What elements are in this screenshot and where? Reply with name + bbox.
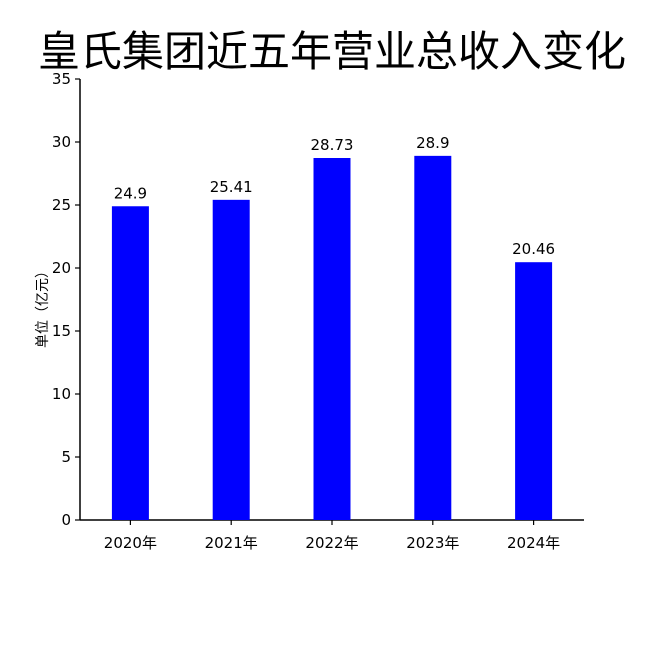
bar-data-label: 24.9 xyxy=(114,184,147,202)
y-tick-label: 35 xyxy=(52,70,71,88)
bar-data-label: 20.46 xyxy=(512,240,555,258)
bar xyxy=(515,262,553,520)
bar-data-label: 28.9 xyxy=(416,134,449,152)
bar-data-label: 28.73 xyxy=(311,136,354,154)
chart-title: 皇氏集团近五年营业总收入变化 xyxy=(38,27,626,76)
x-tick-label: 2023年 xyxy=(406,534,459,552)
y-tick-label: 0 xyxy=(61,511,71,529)
data-labels: 24.9 25.41 28.73 28.9 20.46 xyxy=(114,134,555,258)
y-tick-label: 25 xyxy=(52,196,71,214)
y-axis-label: 单位（亿元） xyxy=(35,264,51,348)
y-tick-label: 15 xyxy=(52,322,71,340)
x-tick-label: 2024年 xyxy=(507,534,560,552)
x-tick-label: 2021年 xyxy=(205,534,258,552)
x-tick-label: 2022年 xyxy=(305,534,358,552)
y-tick-label: 20 xyxy=(52,259,71,277)
bar xyxy=(414,155,452,521)
y-tick-label: 10 xyxy=(52,385,71,403)
bars xyxy=(111,155,553,521)
bar xyxy=(111,206,149,520)
y-tick-label: 30 xyxy=(52,133,71,151)
x-tick-label: 2020年 xyxy=(104,534,157,552)
bar xyxy=(313,158,351,520)
y-tick-label: 5 xyxy=(61,448,71,466)
bar-data-label: 25.41 xyxy=(210,178,253,196)
axes: 0 5 10 15 20 25 30 35 2020年 2021年 2022年 2023年 2024年 xyxy=(52,70,584,552)
bar xyxy=(212,199,250,521)
